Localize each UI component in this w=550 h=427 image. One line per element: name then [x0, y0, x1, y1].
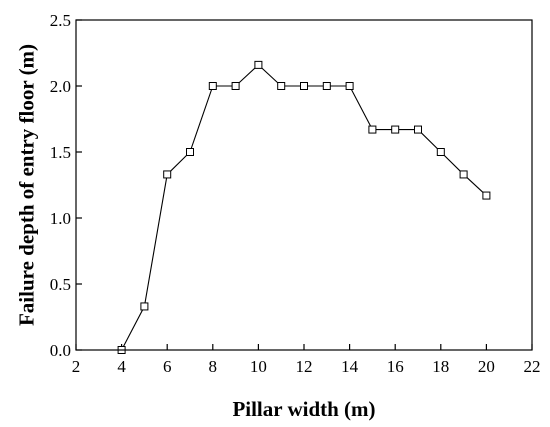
x-axis-title: Pillar width (m): [232, 397, 375, 421]
y-tick-label: 0.5: [50, 275, 71, 294]
data-point: [186, 148, 194, 156]
data-point: [322, 82, 331, 90]
x-tick-label: 10: [250, 357, 267, 376]
data-point: [208, 82, 217, 90]
plot-frame: [75, 19, 533, 351]
y-tick-label: 2.5: [50, 11, 71, 30]
data-point: [368, 125, 377, 134]
data-point: [277, 82, 286, 90]
data-point: [140, 302, 149, 311]
x-tick-label: 22: [524, 357, 541, 376]
y-axis-title: Failure depth of entry floor (m): [14, 44, 38, 326]
data-point: [459, 170, 468, 179]
x-tick-label: 4: [117, 357, 126, 376]
x-tick-label: 2: [72, 357, 81, 376]
x-tick-label: 18: [432, 357, 449, 376]
x-tick-label: 8: [209, 357, 218, 376]
y-axis-ticks: 0.0 0.5 1.0 1.5 2.0 2.5: [50, 11, 82, 360]
data-point: [231, 82, 240, 90]
y-tick-label: 1.0: [50, 209, 71, 228]
data-point: [345, 82, 354, 90]
data-point: [482, 191, 491, 200]
data-point: [436, 148, 445, 156]
y-tick-label: 0.0: [50, 341, 71, 360]
x-tick-label: 20: [478, 357, 495, 376]
data-point: [163, 170, 172, 179]
data-point: [254, 60, 263, 69]
x-tick-label: 14: [341, 357, 359, 376]
y-tick-label: 2.0: [50, 77, 71, 96]
x-tick-label: 12: [296, 357, 313, 376]
data-point: [300, 82, 308, 90]
x-axis-ticks: 2 4 6 8 10 12 14 16 18 20 22: [72, 344, 541, 376]
y-tick-label: 1.5: [50, 143, 71, 162]
x-tick-label: 6: [163, 357, 172, 376]
data-point: [391, 125, 400, 134]
data-point: [414, 125, 422, 134]
x-tick-label: 16: [387, 357, 404, 376]
